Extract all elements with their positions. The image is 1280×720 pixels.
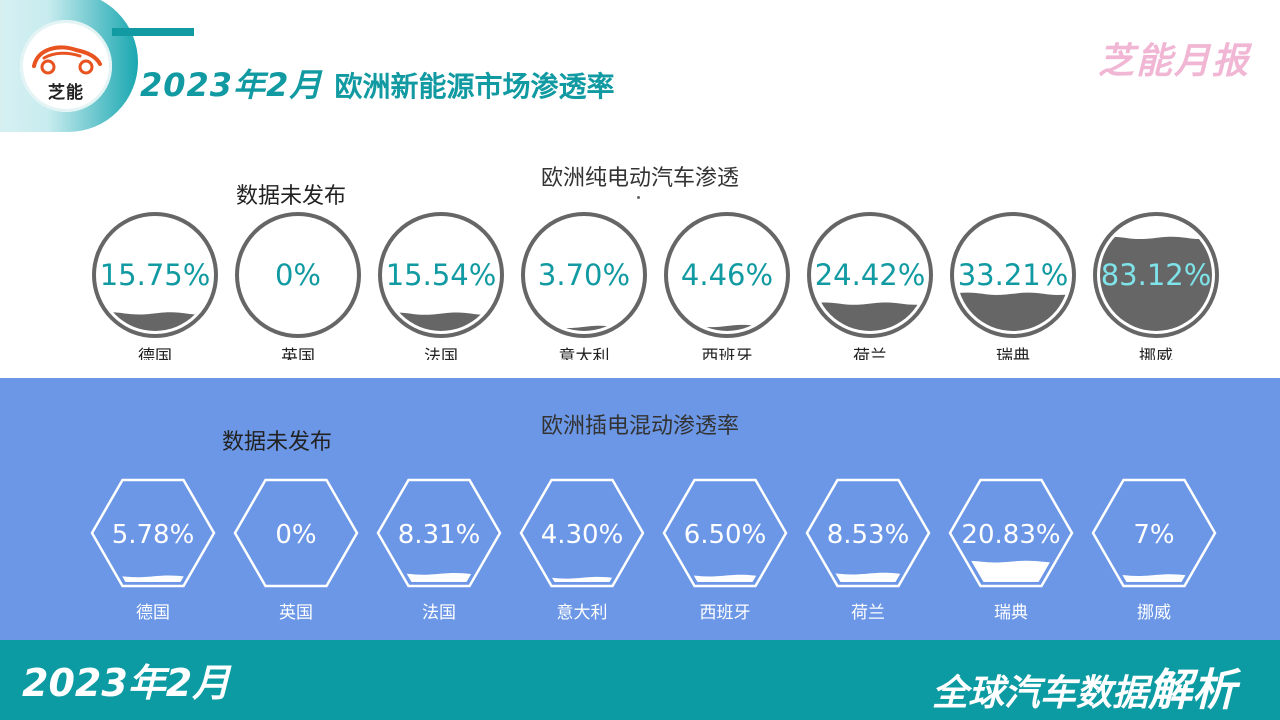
stray-mark: [637, 196, 640, 199]
phev-country-label: 荷兰: [851, 603, 885, 623]
logo-text: 芝能: [48, 83, 84, 103]
phev-gauge-hexagon: [376, 478, 502, 588]
phev-gauge-fill: [1098, 574, 1210, 582]
page-title-date: 2023年2月: [140, 66, 323, 104]
phev-note: 数据未发布: [222, 430, 333, 455]
bev-country-label: 瑞典: [996, 347, 1030, 360]
bev-note: 数据未发布: [236, 184, 347, 209]
phev-country-label: 意大利: [557, 603, 608, 623]
bev-gauge-ring: [378, 212, 504, 338]
phev-country-label: 西班牙: [700, 603, 751, 623]
car-logo-icon: [32, 45, 102, 75]
phev-value-label: 20.83%: [961, 520, 1060, 550]
phev-country-label: 法国: [422, 603, 456, 623]
bev-value-label: 3.70%: [538, 258, 630, 292]
phev-section-title: 欧洲插电混动渗透率: [540, 414, 739, 439]
bev-section-title: 欧洲纯电动汽车渗透: [540, 166, 739, 191]
phev-gauge-hexagon: [948, 478, 1074, 588]
bev-gauge-fill: [1100, 236, 1212, 331]
phev-value-label: 4.30%: [541, 520, 624, 550]
bev-value-label: 0%: [275, 258, 321, 292]
footer-text: 全球汽车数据: [931, 673, 1148, 714]
footer: 2023年2月 全球汽车数据解析: [0, 640, 1280, 720]
bev-value-label: 83.12%: [1101, 258, 1212, 292]
bev-value-label: 33.21%: [958, 258, 1069, 292]
phev-band: [0, 378, 1280, 640]
bev-country-label: 英国: [281, 347, 315, 360]
bev-country-label: 挪威: [1139, 347, 1173, 360]
phev-country-label: 挪威: [1137, 603, 1171, 623]
page-title: 2023年2月 欧洲新能源市场渗透率: [140, 60, 615, 104]
phev-gauge-hexagon: [233, 478, 359, 588]
phev-value-label: 6.50%: [684, 520, 767, 550]
bev-country-label: 法国: [424, 347, 458, 360]
bev-value-label: 4.46%: [681, 258, 773, 292]
bev-value-label: 15.75%: [100, 258, 211, 292]
title-accent-line: [112, 28, 194, 36]
phev-country-label: 德国: [136, 603, 170, 623]
phev-value-label: 8.53%: [827, 520, 910, 550]
phev-gauge-hexagon: [1091, 478, 1217, 588]
bev-gauge-ring: [521, 212, 647, 338]
phev-gauge-fill: [669, 574, 781, 582]
bev-country-label: 德国: [138, 347, 172, 360]
bev-value-label: 24.42%: [815, 258, 926, 292]
bev-country-label: 荷兰: [853, 347, 887, 360]
phev-gauge-fill: [526, 576, 638, 582]
bev-gauge-ring: [664, 212, 790, 338]
phev-gauge-fill: [383, 572, 495, 582]
bev-gauge-ring: [235, 212, 361, 338]
phev-value-label: 7%: [1133, 520, 1174, 550]
phev-country-label: 瑞典: [994, 603, 1028, 623]
phev-gauge-fill: [97, 575, 209, 582]
bev-value-label: 15.54%: [386, 258, 497, 292]
brand-label: 芝能月报: [1097, 41, 1250, 82]
bev-gauge-chart: 15.75% 德国 0% 英国 15.54% 法国 3.70% 意大利 4.46% 西班牙 24.4…: [92, 212, 1219, 360]
phev-gauge-hexagon: [662, 478, 788, 588]
footer-tagline: 全球汽车数据解析: [932, 654, 1236, 718]
bev-country-label: 意大利: [559, 347, 610, 360]
phev-country-label: 英国: [279, 603, 313, 623]
phev-value-label: 8.31%: [398, 520, 481, 550]
phev-value-label: 5.78%: [112, 520, 195, 550]
bev-gauge-ring: [92, 212, 218, 338]
phev-gauge-chart: 5.78% 德国 0% 英国 8.31% 法国 4.30% 意大利 6.50% 西班牙 8.53% 荷…: [90, 478, 1217, 623]
footer-date: 2023年2月: [22, 661, 231, 705]
phev-gauge-hexagon: [519, 478, 645, 588]
phev-value-label: 0%: [275, 520, 316, 550]
bev-country-label: 西班牙: [702, 347, 753, 360]
phev-gauge-hexagon: [90, 478, 216, 588]
page-title-text: 欧洲新能源市场渗透率: [334, 70, 615, 103]
logo: 芝能: [20, 20, 112, 112]
phev-gauge-fill: [812, 572, 924, 582]
footer-text-big: 解析: [1148, 665, 1236, 716]
phev-gauge-hexagon: [805, 478, 931, 588]
